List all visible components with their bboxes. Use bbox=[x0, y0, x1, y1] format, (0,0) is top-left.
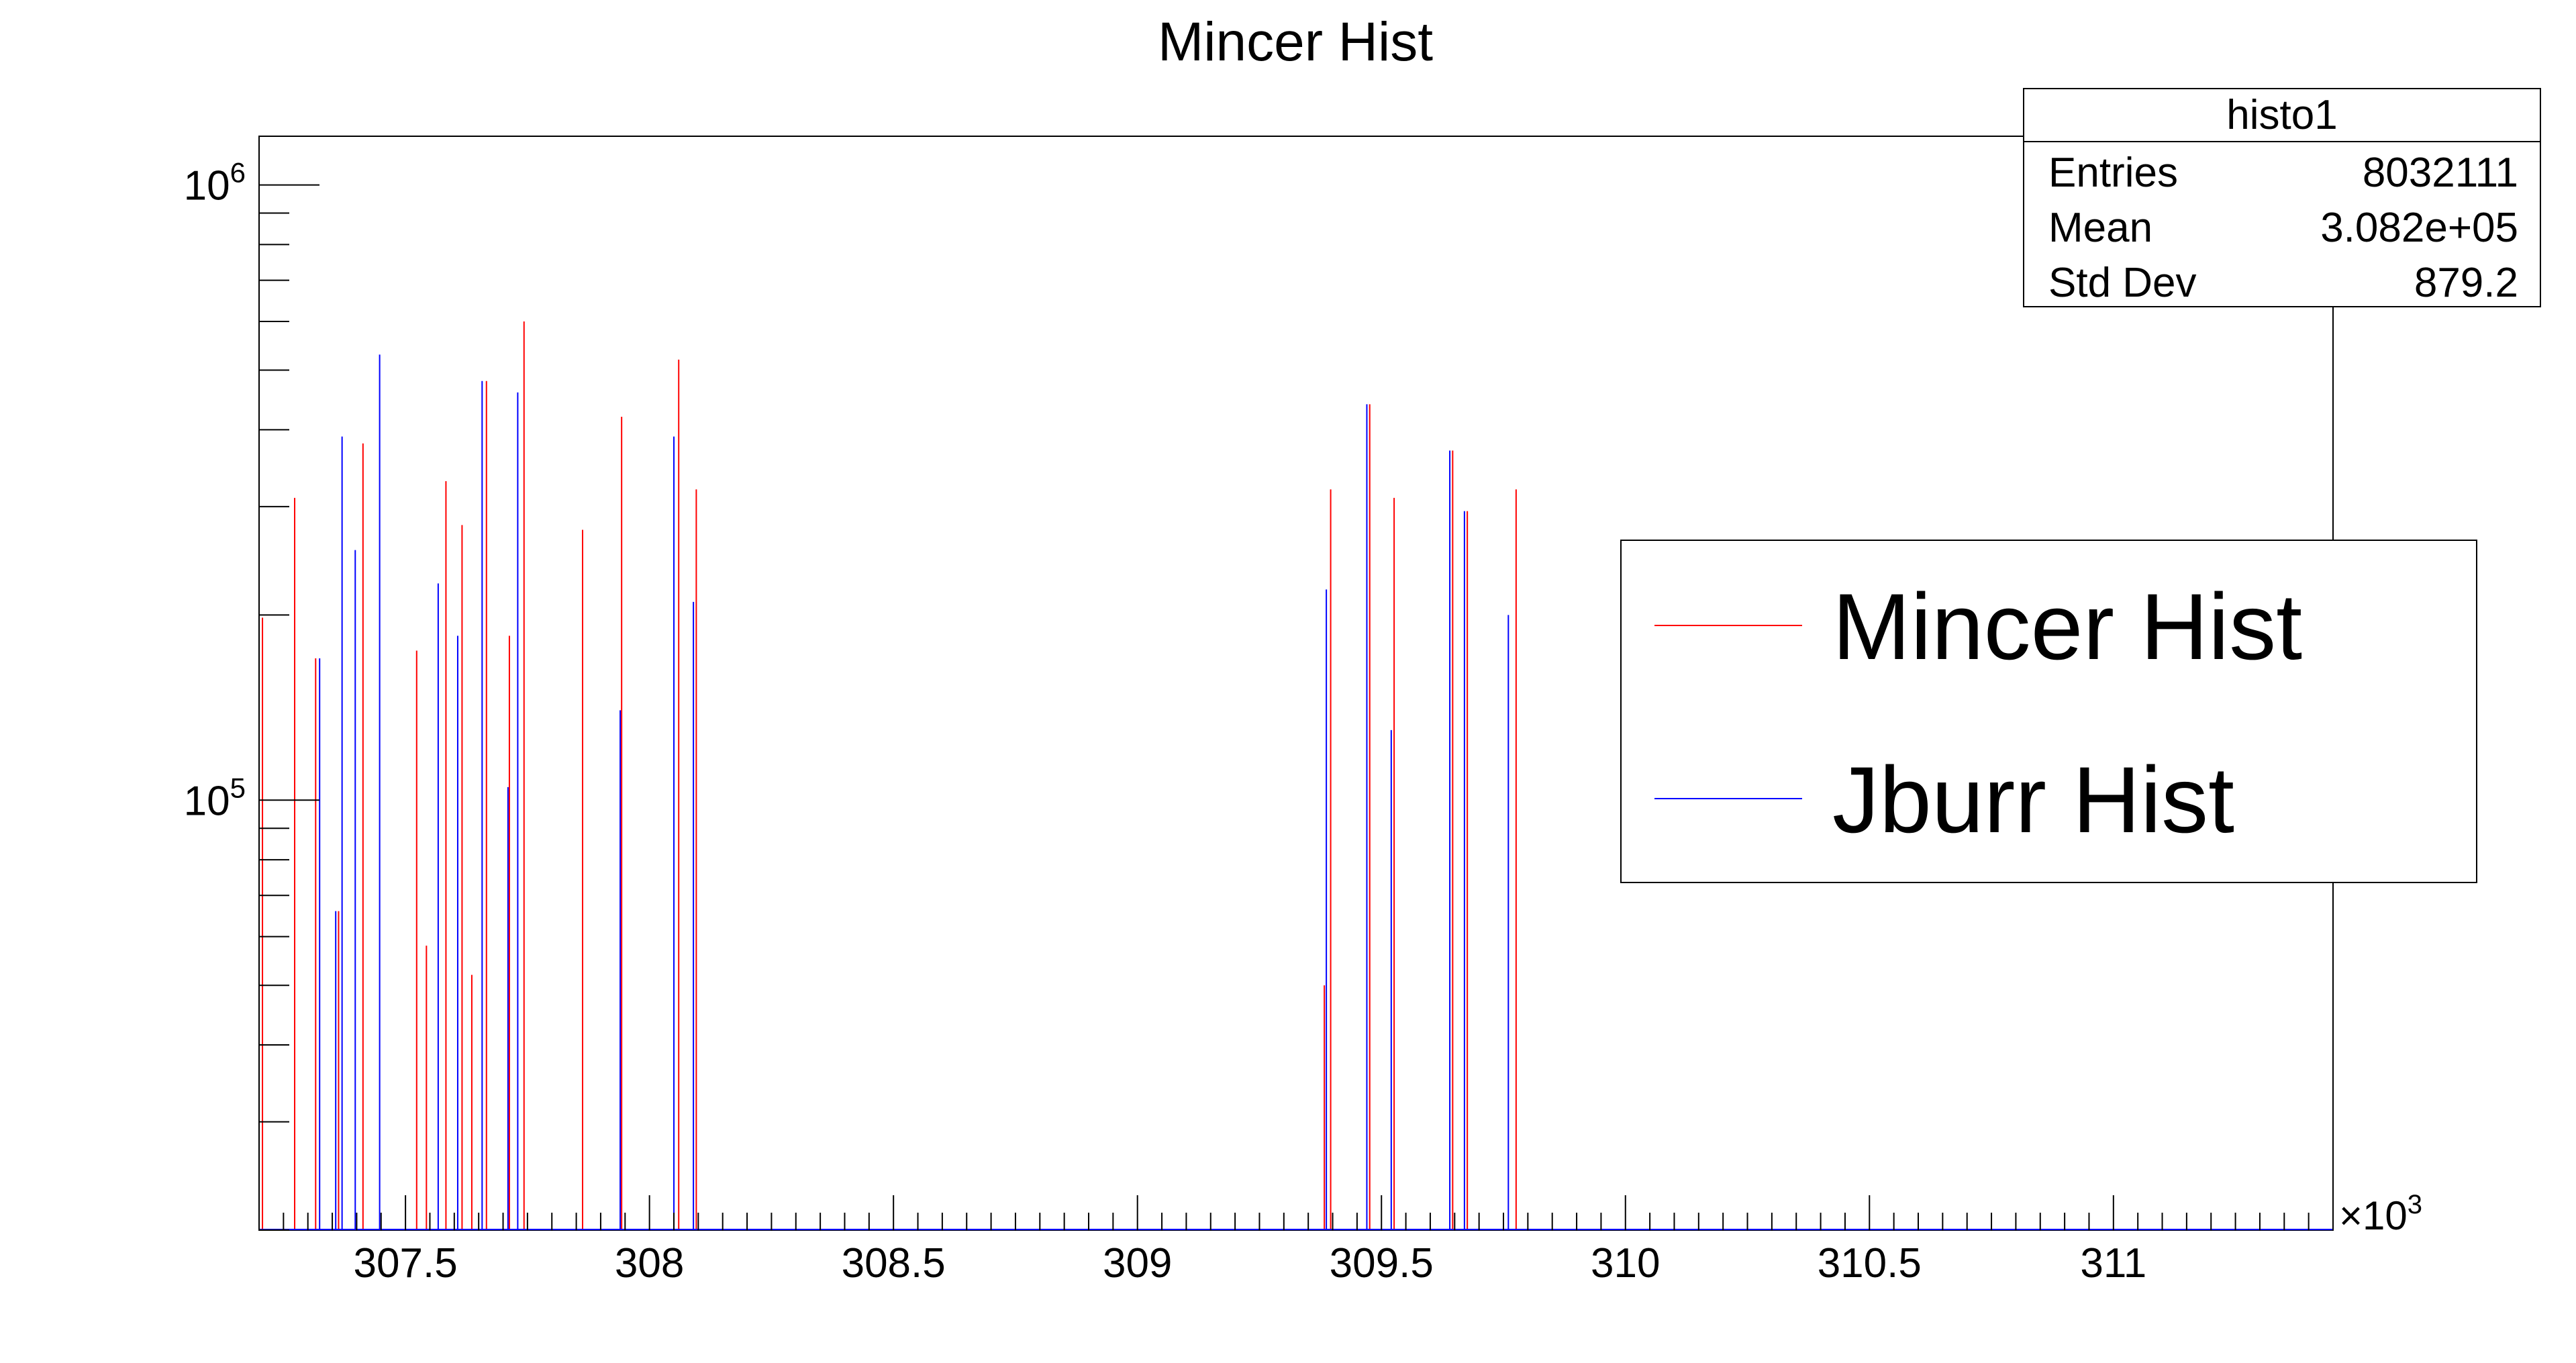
stats-entries-label: Entries bbox=[2048, 150, 2178, 196]
x-tick-label: 309.5 bbox=[1330, 1240, 1434, 1286]
chart-title: Mincer Hist bbox=[1158, 11, 1433, 72]
x-tick-label: 309 bbox=[1103, 1240, 1172, 1286]
x-tick-label: 308 bbox=[615, 1240, 684, 1286]
x-tick-label: 310.5 bbox=[1818, 1240, 1922, 1286]
y-tick-label: 105 bbox=[184, 772, 246, 824]
legend-label-mincer: Mincer Hist bbox=[1832, 574, 2302, 679]
stats-mean-value: 3.082e+05 bbox=[2320, 205, 2518, 251]
stats-stddev-label: Std Dev bbox=[2048, 260, 2197, 306]
y-tick-label: 106 bbox=[184, 157, 246, 209]
stats-title: histo1 bbox=[2226, 92, 2337, 138]
x-tick-label: 311 bbox=[2080, 1240, 2146, 1286]
axes: 307.5 308 308.5 309 309.5 310 310.5 311 105 106 bbox=[184, 157, 2334, 1286]
x-tick-label: 307.5 bbox=[354, 1240, 458, 1286]
x-tick-label: 308.5 bbox=[842, 1240, 946, 1286]
stats-mean-label: Mean bbox=[2048, 205, 2152, 251]
stats-box: histo1 Entries 8032111 Mean 3.082e+05 St… bbox=[2023, 88, 2541, 307]
legend: Mincer Hist Jburr Hist bbox=[1620, 540, 2477, 883]
stats-stddev-value: 879.2 bbox=[2414, 260, 2518, 306]
legend-label-jburr: Jburr Hist bbox=[1832, 747, 2234, 852]
stats-entries-value: 8032111 bbox=[2363, 150, 2518, 196]
bars-layer bbox=[259, 321, 2333, 1230]
x-multiplier-label: ×103 bbox=[2339, 1190, 2422, 1238]
x-tick-label: 310 bbox=[1591, 1240, 1660, 1286]
